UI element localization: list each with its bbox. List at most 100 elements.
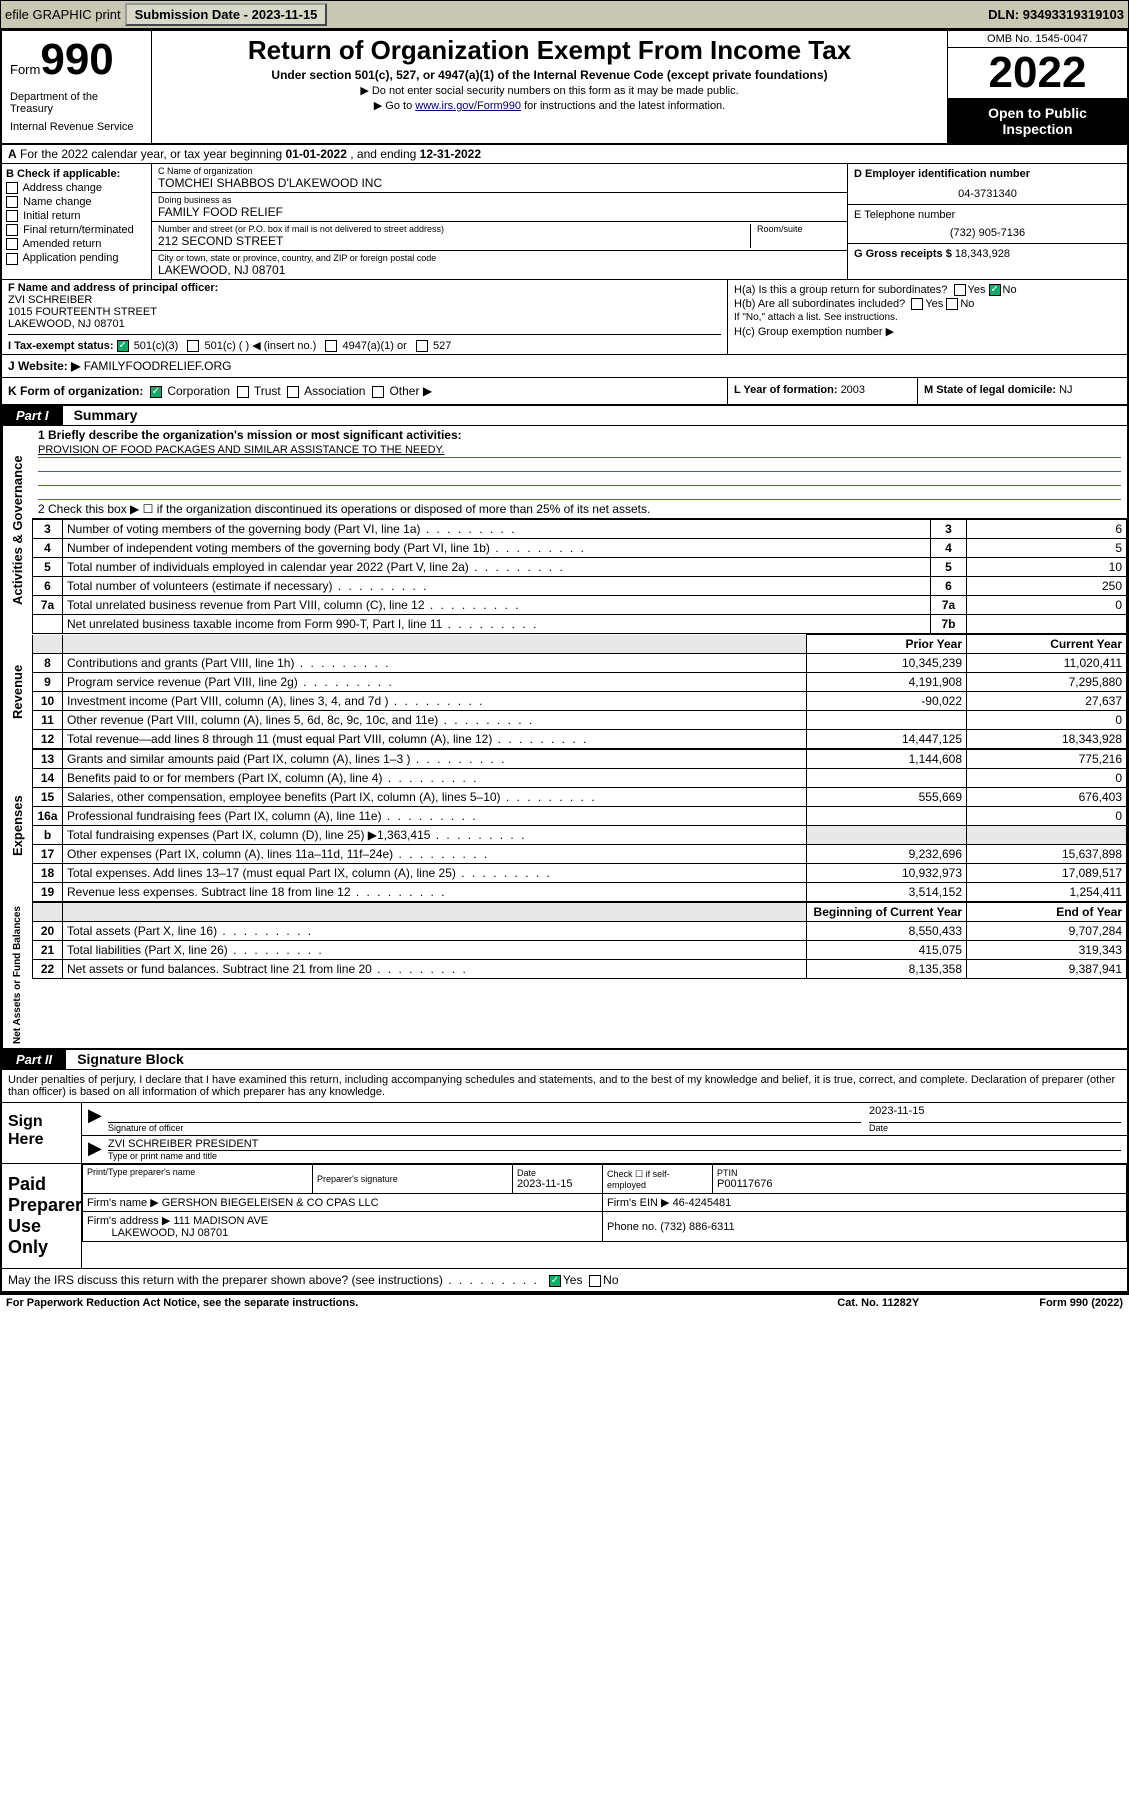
subtitle-1: Under section 501(c), 527, or 4947(a)(1)… <box>156 68 943 82</box>
paid-preparer-row: Paid Preparer Use Only Print/Type prepar… <box>2 1164 1127 1269</box>
checkbox-icon[interactable] <box>237 386 249 398</box>
checkbox-icon[interactable] <box>6 182 18 194</box>
revenue-table: Prior YearCurrent Year 8Contributions an… <box>32 634 1127 749</box>
table-row: 11Other revenue (Part VIII, column (A), … <box>33 711 1127 730</box>
checkbox-icon[interactable] <box>416 340 428 352</box>
arrow-icon: ▶ <box>88 1138 108 1161</box>
checkbox-icon[interactable] <box>187 340 199 352</box>
table-row: bTotal fundraising expenses (Part IX, co… <box>33 826 1127 845</box>
net-table: Beginning of Current YearEnd of Year 20T… <box>32 902 1127 979</box>
q2: 2 Check this box ▶ ☐ if the organization… <box>32 500 1127 519</box>
checkbox-icon[interactable] <box>589 1275 601 1287</box>
form-header: Form990 Department of the Treasury Inter… <box>2 31 1127 145</box>
part1-tag: Part I <box>2 406 63 425</box>
side-tab-expenses: Expenses <box>2 749 32 902</box>
mission-lines: PROVISION OF FOOD PACKAGES AND SIMILAR A… <box>32 444 1127 500</box>
dba-box: Doing business as FAMILY FOOD RELIEF <box>152 193 847 222</box>
org-name-box: C Name of organization TOMCHEI SHABBOS D… <box>152 164 847 193</box>
table-row: 16aProfessional fundraising fees (Part I… <box>33 807 1127 826</box>
chk-name: Name change <box>6 196 147 208</box>
table-row: 4Number of independent voting members of… <box>33 539 1127 558</box>
checkbox-icon[interactable] <box>150 386 162 398</box>
checkbox-icon[interactable] <box>117 340 129 352</box>
hb-row: H(b) Are all subordinates included? Yes … <box>734 298 1121 310</box>
q1: 1 Briefly describe the organization's mi… <box>32 426 1127 444</box>
signature-block: Under penalties of perjury, I declare th… <box>2 1070 1127 1291</box>
table-row: 13Grants and similar amounts paid (Part … <box>33 750 1127 769</box>
form-org: K Form of organization: Corporation Trus… <box>2 378 727 404</box>
governance-table: 3Number of voting members of the governi… <box>32 519 1127 634</box>
sign-here-row: Sign Here ▶ Signature of officer 2023-11… <box>2 1103 1127 1164</box>
checkbox-icon[interactable] <box>6 224 18 236</box>
chk-amended: Amended return <box>6 238 147 250</box>
footer: For Paperwork Reduction Act Notice, see … <box>0 1293 1129 1311</box>
col-d: D Employer identification number 04-3731… <box>847 164 1127 279</box>
form-title: Return of Organization Exempt From Incom… <box>156 35 943 66</box>
checkbox-icon[interactable] <box>946 298 958 310</box>
row-i: I Tax-exempt status: 501(c)(3) 501(c) ( … <box>8 334 721 352</box>
table-row: 18Total expenses. Add lines 13–17 (must … <box>33 864 1127 883</box>
dln: DLN: 93493319319103 <box>988 7 1124 22</box>
footer-right: Form 990 (2022) <box>1039 1297 1123 1309</box>
paid-prep-label: Paid Preparer Use Only <box>2 1164 82 1268</box>
summary-net: Net Assets or Fund Balances Beginning of… <box>2 902 1127 1050</box>
ein: 04-3731340 <box>854 188 1121 200</box>
checkbox-icon[interactable] <box>6 196 18 208</box>
checkbox-icon[interactable] <box>325 340 337 352</box>
table-row: 20Total assets (Part X, line 16)8,550,43… <box>33 922 1127 941</box>
city-box: City or town, state or province, country… <box>152 251 847 279</box>
side-tab-net: Net Assets or Fund Balances <box>2 902 32 1048</box>
inspection-notice: Open to Public Inspection <box>948 99 1127 143</box>
form-number: 990 <box>40 35 113 84</box>
title-cell: Return of Organization Exempt From Incom… <box>152 31 947 143</box>
checkbox-icon[interactable] <box>911 298 923 310</box>
col-c: C Name of organization TOMCHEI SHABBOS D… <box>152 164 847 279</box>
checkbox-icon[interactable] <box>6 238 18 250</box>
col-b: B Check if applicable: Address change Na… <box>2 164 152 279</box>
phone: (732) 905-7136 <box>854 227 1121 239</box>
summary-expenses: Expenses 13Grants and similar amounts pa… <box>2 749 1127 902</box>
org-name: TOMCHEI SHABBOS D'LAKEWOOD INC <box>158 176 841 190</box>
checkbox-icon[interactable] <box>989 284 1001 296</box>
dept: Department of the Treasury <box>10 91 143 115</box>
omb: OMB No. 1545-0047 <box>948 31 1127 48</box>
checkbox-icon[interactable] <box>372 386 384 398</box>
addr-box: Number and street (or P.O. box if mail i… <box>152 222 847 251</box>
checkbox-icon[interactable] <box>6 210 18 222</box>
ein-box: D Employer identification number 04-3731… <box>848 164 1127 205</box>
checkbox-icon[interactable] <box>6 253 18 265</box>
mission-text: PROVISION OF FOOD PACKAGES AND SIMILAR A… <box>38 444 1121 458</box>
street-address: 212 SECOND STREET <box>158 234 744 248</box>
table-row: 12Total revenue—add lines 8 through 11 (… <box>33 730 1127 749</box>
sign-here-label: Sign Here <box>2 1103 82 1163</box>
firm-ein: 46-4245481 <box>673 1197 732 1209</box>
checkbox-icon[interactable] <box>287 386 299 398</box>
firm-phone: (732) 886-6311 <box>660 1221 734 1233</box>
summary-revenue: Revenue Prior YearCurrent Year 8Contribu… <box>2 634 1127 749</box>
phone-box: E Telephone number (732) 905-7136 <box>848 205 1127 244</box>
officer-name-title: ZVI SCHREIBER PRESIDENT <box>108 1138 1121 1150</box>
row-j: J Website: ▶ FAMILYFOODRELIEF.ORG <box>2 355 1127 378</box>
table-row: 5Total number of individuals employed in… <box>33 558 1127 577</box>
section-bcd: B Check if applicable: Address change Na… <box>2 164 1127 280</box>
arrow-icon: ▶ <box>88 1105 108 1133</box>
efile-label: efile GRAPHIC print <box>5 7 121 22</box>
footer-mid: Cat. No. 11282Y <box>837 1297 919 1309</box>
year-cell: OMB No. 1545-0047 2022 Open to Public In… <box>947 31 1127 143</box>
dba: FAMILY FOOD RELIEF <box>158 205 841 219</box>
city-state-zip: LAKEWOOD, NJ 08701 <box>158 263 841 277</box>
table-row: 8Contributions and grants (Part VIII, li… <box>33 654 1127 673</box>
part1-title: Summary <box>66 407 138 423</box>
part2-title: Signature Block <box>69 1051 184 1067</box>
part2-header: Part II Signature Block <box>2 1050 1127 1070</box>
irs-link[interactable]: www.irs.gov/Form990 <box>415 100 521 112</box>
row-a: A For the 2022 calendar year, or tax yea… <box>2 145 1127 164</box>
year-formation: L Year of formation: 2003 <box>727 378 917 404</box>
checkbox-icon[interactable] <box>954 284 966 296</box>
checkbox-icon[interactable] <box>549 1275 561 1287</box>
declaration: Under penalties of perjury, I declare th… <box>2 1070 1127 1103</box>
gross-receipts: 18,343,928 <box>955 248 1010 260</box>
topbar: efile GRAPHIC print Submission Date - 20… <box>0 0 1129 29</box>
form-container: Form990 Department of the Treasury Inter… <box>0 29 1129 1293</box>
submission-date-button[interactable]: Submission Date - 2023-11-15 <box>125 3 328 26</box>
